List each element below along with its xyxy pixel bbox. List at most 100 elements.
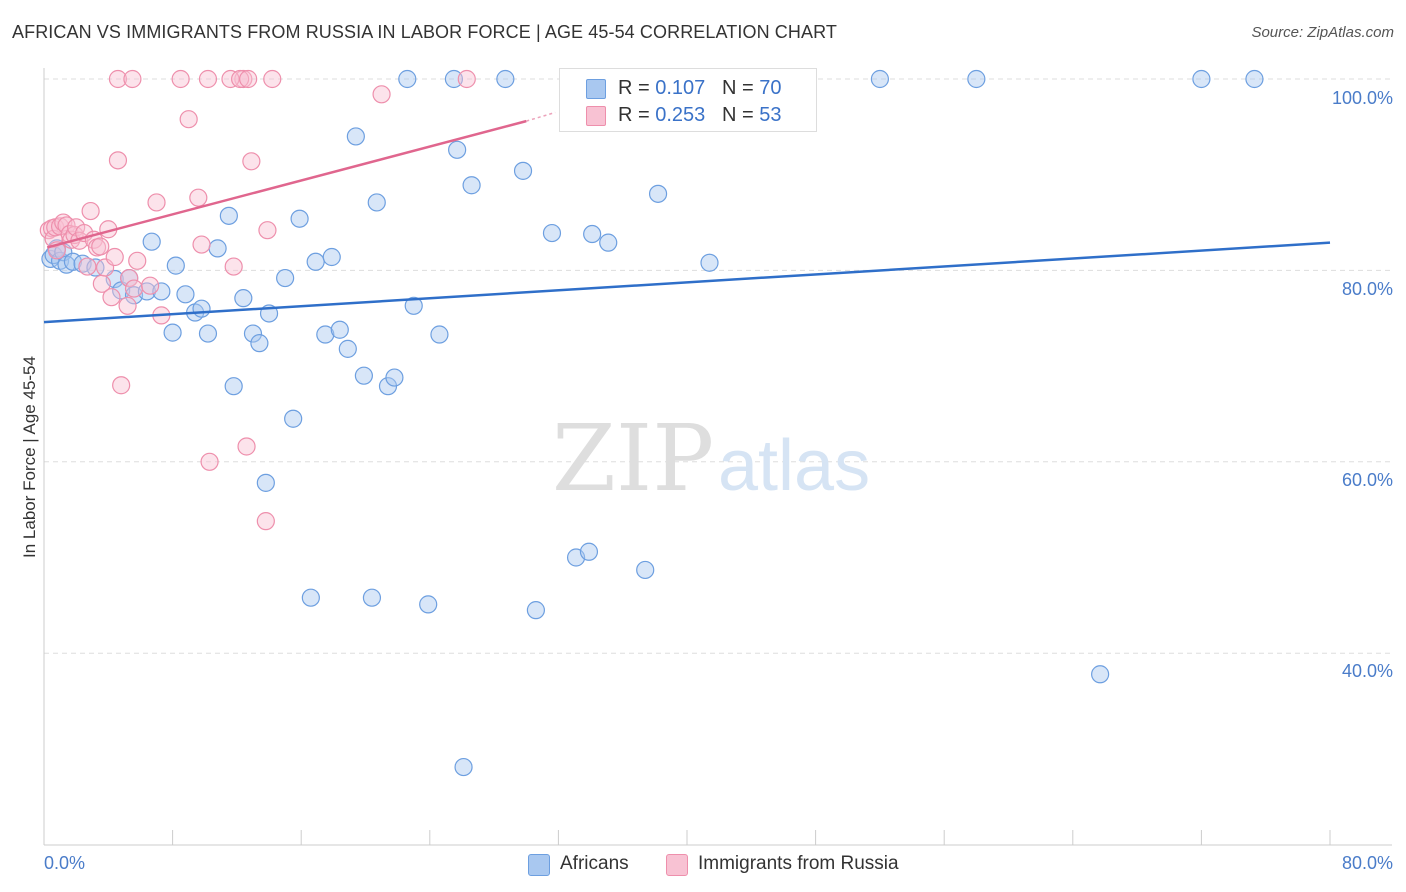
- russia-point: [239, 69, 258, 89]
- africans-point: [648, 184, 668, 203]
- africans-point: [362, 588, 382, 607]
- trend-lines: [43, 111, 1331, 324]
- russia-point: [118, 296, 137, 315]
- africans-point: [1192, 69, 1211, 89]
- africans-point: [448, 140, 467, 159]
- africans-point: [526, 601, 545, 620]
- africans-point: [316, 325, 335, 344]
- africans-point: [700, 253, 719, 272]
- x-ticks: [43, 830, 1331, 845]
- r-label: R =: [618, 77, 656, 99]
- legend-label: Immigrants from Russia: [698, 853, 899, 874]
- russia-point: [200, 452, 219, 471]
- n-label: N =: [721, 77, 760, 99]
- russia-point: [198, 69, 218, 89]
- africans-trend-line: [43, 241, 1331, 324]
- africans-point: [462, 176, 481, 195]
- y-tick-label: 60.0%: [1342, 470, 1393, 490]
- russia-point: [224, 257, 243, 276]
- russia-point: [237, 437, 256, 456]
- russia-point: [108, 151, 128, 170]
- africans-point: [404, 296, 423, 315]
- africans-point: [192, 299, 211, 318]
- africans-point: [166, 256, 185, 275]
- africans-point: [967, 69, 986, 89]
- africans-point: [301, 588, 320, 607]
- africans-point: [346, 127, 365, 146]
- russia-point: [128, 251, 147, 270]
- africans-point: [513, 161, 533, 180]
- russia-point: [189, 188, 208, 207]
- x-tick-label-max: 80.0%: [1342, 853, 1393, 873]
- watermark-atlas: atlas: [718, 426, 870, 506]
- africans-point: [636, 560, 655, 580]
- africans-point: [354, 366, 373, 385]
- r-value: 0.253: [655, 104, 706, 126]
- africans-point: [367, 193, 386, 212]
- africans-point: [276, 268, 295, 288]
- africans-point: [583, 224, 602, 244]
- legend-swatch-africans: [586, 79, 606, 99]
- africans-point: [419, 595, 438, 614]
- russia-point: [108, 69, 128, 89]
- africans-point: [579, 542, 599, 561]
- africans-point: [219, 206, 238, 225]
- russia-point: [105, 247, 124, 267]
- legend-swatch-russia: [586, 106, 606, 126]
- russia-point: [221, 69, 240, 89]
- russia-point: [242, 152, 261, 171]
- africans-point: [454, 757, 473, 777]
- r-value: 0.107: [655, 77, 706, 99]
- africans-point: [224, 377, 243, 396]
- africans-point: [152, 282, 171, 301]
- russia-point: [78, 257, 97, 276]
- russia-point: [123, 69, 142, 89]
- africans-point: [208, 239, 227, 258]
- russia-point: [457, 69, 476, 89]
- russia-point: [102, 288, 121, 307]
- africans-point: [176, 285, 195, 304]
- axes: [43, 68, 1392, 846]
- x-tick-label-min: 0.0%: [44, 853, 85, 873]
- africans-point: [338, 339, 357, 358]
- africans-point: [142, 232, 161, 251]
- chart-source: Source: ZipAtlas.com: [1251, 24, 1394, 41]
- russia-point: [81, 201, 100, 221]
- africans-point: [163, 323, 182, 342]
- africans-point: [198, 324, 218, 343]
- africans-point: [599, 233, 618, 252]
- legend-swatch: [666, 854, 688, 876]
- watermark-zip: ZIP: [552, 405, 714, 512]
- chart-title: AFRICAN VS IMMIGRANTS FROM RUSSIA IN LAB…: [12, 22, 837, 42]
- legend-stats-africans: R = 0.107 N = 70: [618, 77, 781, 100]
- africans-point: [870, 69, 890, 89]
- africans-point: [542, 223, 562, 243]
- africans-point: [306, 252, 325, 271]
- russia-point: [147, 193, 166, 212]
- russia-point: [258, 221, 277, 240]
- russia-point: [112, 376, 131, 395]
- russia-trend-line: [46, 119, 527, 249]
- n-label: N =: [721, 104, 760, 126]
- africans-point: [250, 334, 269, 353]
- africans-point: [322, 247, 341, 267]
- russia-point: [372, 85, 391, 104]
- africans-point: [290, 209, 309, 228]
- africans-point: [330, 320, 349, 339]
- africans-point: [385, 368, 404, 387]
- russia-point: [140, 276, 160, 295]
- africans-point: [444, 69, 464, 89]
- africans-point: [243, 324, 263, 343]
- y-tick-label: 40.0%: [1342, 661, 1393, 681]
- africans-point: [256, 473, 275, 492]
- russia-trend-extension: [526, 111, 556, 122]
- r-label: R =: [618, 104, 656, 126]
- russia-point: [263, 69, 282, 89]
- n-value: 53: [759, 104, 782, 126]
- legend-stats-russia: R = 0.253 N = 53: [618, 104, 781, 127]
- africans-point: [496, 69, 515, 89]
- y-axis-title: In Labor Force | Age 45-54: [20, 356, 39, 558]
- russia-point: [171, 69, 190, 89]
- watermark: ZIP atlas: [552, 405, 870, 512]
